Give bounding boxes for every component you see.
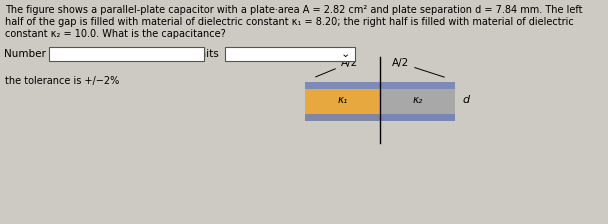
Bar [305, 89, 380, 121]
Text: A/2: A/2 [392, 58, 444, 77]
Bar [380, 89, 455, 121]
Bar [305, 82, 455, 89]
Text: the tolerance is +/−2%: the tolerance is +/−2% [5, 76, 119, 86]
Bar [225, 47, 355, 61]
Text: d: d [462, 95, 469, 105]
Text: Units: Units [192, 49, 219, 59]
Text: κ₁: κ₁ [337, 95, 348, 105]
Text: Number: Number [4, 49, 46, 59]
Text: ⌄: ⌄ [340, 49, 350, 59]
Text: half of the gap is filled with material of dielectric constant κ₁ = 8.20; the ri: half of the gap is filled with material … [5, 17, 574, 27]
Text: A/2: A/2 [316, 58, 358, 77]
Text: κ₂: κ₂ [412, 95, 423, 105]
Text: The figure shows a parallel-plate capacitor with a plate·area A = 2.82 cm² and p: The figure shows a parallel-plate capaci… [5, 5, 582, 15]
Bar [305, 114, 455, 121]
Bar [49, 47, 204, 61]
Text: constant κ₂ = 10.0. What is the capacitance?: constant κ₂ = 10.0. What is the capacita… [5, 29, 226, 39]
